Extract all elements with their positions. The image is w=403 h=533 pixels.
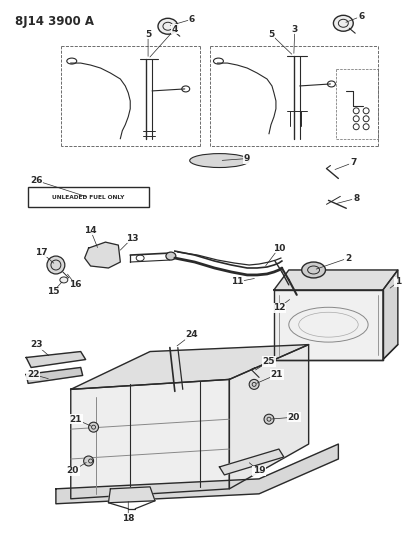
Text: 19: 19 — [253, 466, 266, 475]
Text: 6: 6 — [189, 15, 195, 24]
Text: 7: 7 — [350, 158, 356, 167]
Polygon shape — [274, 270, 398, 290]
Text: 5: 5 — [268, 30, 274, 39]
Text: 20: 20 — [288, 413, 300, 422]
Text: UNLEADED FUEL ONLY: UNLEADED FUEL ONLY — [52, 195, 125, 200]
Text: 8J14 3900 A: 8J14 3900 A — [15, 15, 94, 28]
Text: 13: 13 — [126, 233, 139, 243]
Text: 16: 16 — [69, 280, 82, 289]
Text: 11: 11 — [231, 277, 243, 286]
Polygon shape — [108, 487, 155, 503]
Ellipse shape — [302, 262, 326, 278]
Ellipse shape — [158, 18, 178, 34]
Text: 1: 1 — [395, 277, 401, 286]
Text: 9: 9 — [244, 154, 250, 163]
Text: 18: 18 — [122, 514, 135, 523]
Text: 17: 17 — [35, 247, 47, 256]
Text: 20: 20 — [66, 466, 79, 475]
Polygon shape — [71, 379, 229, 499]
Ellipse shape — [249, 379, 259, 389]
Text: 22: 22 — [27, 370, 39, 379]
Polygon shape — [274, 290, 383, 360]
Polygon shape — [26, 367, 83, 383]
Text: 12: 12 — [273, 303, 285, 312]
Text: 15: 15 — [47, 287, 59, 296]
Ellipse shape — [60, 277, 68, 283]
Text: 21: 21 — [69, 415, 82, 424]
Text: 21: 21 — [271, 370, 283, 379]
FancyBboxPatch shape — [28, 188, 149, 207]
Polygon shape — [71, 345, 309, 389]
Polygon shape — [383, 270, 398, 360]
Polygon shape — [85, 242, 120, 268]
Ellipse shape — [47, 256, 65, 274]
Text: 4: 4 — [172, 25, 178, 34]
Text: 23: 23 — [30, 340, 42, 349]
Ellipse shape — [333, 15, 353, 31]
Text: 6: 6 — [358, 12, 364, 21]
Text: 14: 14 — [84, 225, 97, 235]
Text: 26: 26 — [30, 176, 42, 185]
Text: 5: 5 — [145, 30, 151, 39]
Ellipse shape — [264, 414, 274, 424]
Text: 24: 24 — [185, 330, 198, 339]
Polygon shape — [56, 444, 339, 504]
Text: 2: 2 — [345, 254, 351, 263]
Ellipse shape — [84, 456, 93, 466]
Ellipse shape — [166, 252, 176, 260]
Ellipse shape — [190, 154, 249, 167]
Polygon shape — [26, 352, 85, 367]
Polygon shape — [229, 345, 309, 489]
Polygon shape — [220, 449, 284, 475]
Text: 3: 3 — [292, 25, 298, 34]
Text: 10: 10 — [273, 244, 285, 253]
Ellipse shape — [89, 422, 98, 432]
Text: 8: 8 — [353, 194, 359, 203]
Text: 25: 25 — [263, 357, 275, 366]
